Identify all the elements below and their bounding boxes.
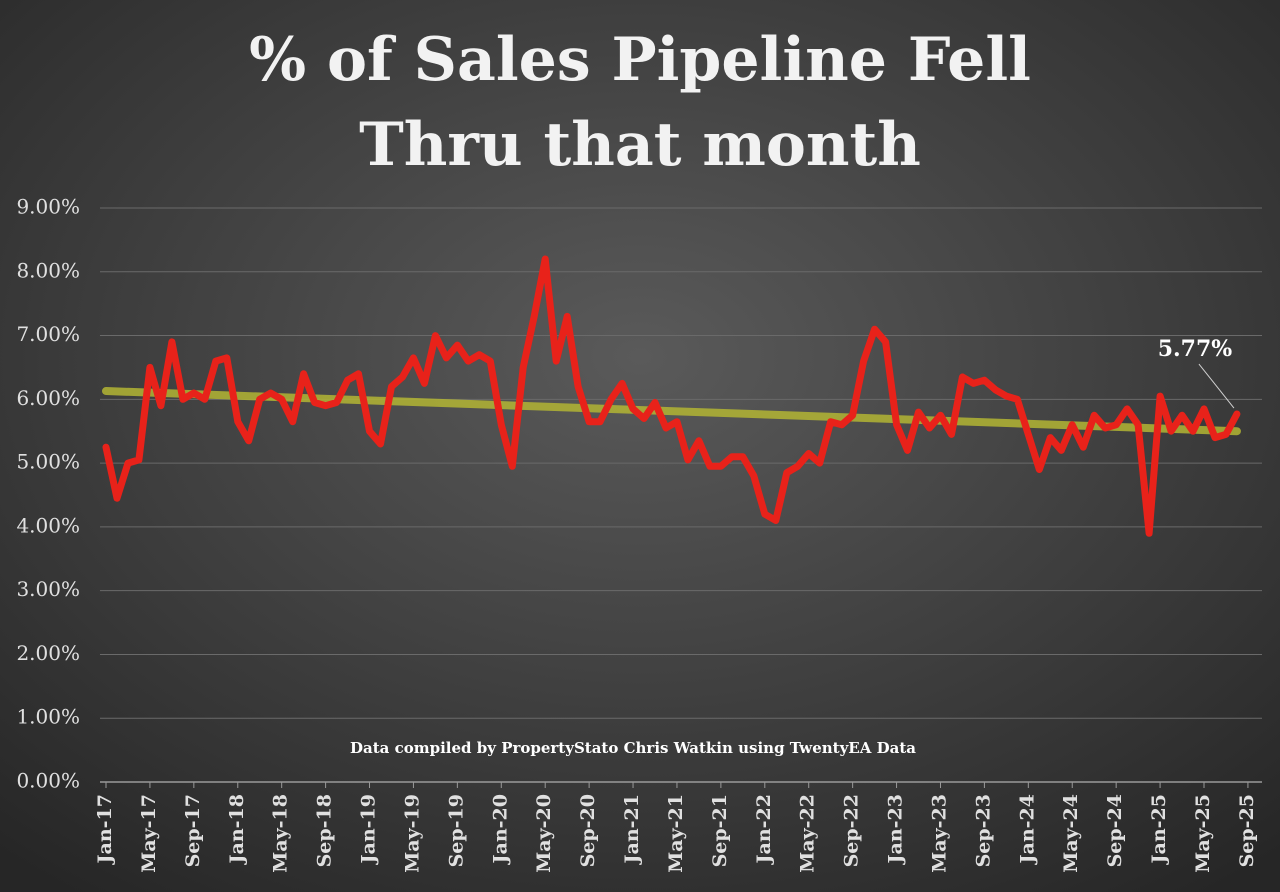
x-tick-label: Sep-19 — [445, 794, 467, 867]
y-tick-label: 0.00% — [16, 769, 80, 793]
y-tick-label: 8.00% — [16, 258, 80, 282]
source-note: Data compiled by PropertyStato Chris Wat… — [350, 739, 916, 757]
y-tick-label: 3.00% — [16, 577, 80, 601]
y-tick-label: 5.00% — [16, 450, 80, 474]
y-tick-label: 4.00% — [16, 513, 80, 537]
x-tick-label: Sep-23 — [972, 794, 994, 867]
x-tick-label: Sep-22 — [841, 794, 863, 867]
x-tick-label: Jan-25 — [1148, 794, 1170, 865]
x-tick-label: May-17 — [138, 794, 160, 873]
data-line — [102, 255, 1241, 537]
x-tick-label: May-18 — [270, 794, 292, 873]
x-tick-label: Sep-21 — [709, 794, 731, 867]
x-tick-label: Jan-24 — [1016, 794, 1038, 865]
y-tick-label: 1.00% — [16, 705, 80, 729]
x-tick-label: Sep-25 — [1236, 794, 1258, 867]
annotation: 5.77% — [1158, 336, 1233, 362]
x-tick-label: May-21 — [665, 794, 687, 873]
x-tick-label: May-19 — [401, 794, 423, 873]
x-tick-label: May-24 — [1060, 794, 1082, 873]
y-tick-label: 6.00% — [16, 386, 80, 410]
x-tick-label: Jan-21 — [621, 794, 643, 865]
chart-title: % of Sales Pipeline Fell — [249, 25, 1031, 95]
x-tick-label: Sep-24 — [1104, 794, 1126, 867]
x-tick-label: Sep-17 — [182, 794, 204, 867]
x-tick-label: Jan-18 — [226, 794, 248, 865]
x-tick-label: May-20 — [533, 794, 555, 873]
x-tick-label: Jan-20 — [489, 794, 511, 865]
y-tick-label: 7.00% — [16, 322, 80, 346]
x-tick-label: May-23 — [928, 794, 950, 873]
x-tick-label: Sep-20 — [577, 794, 599, 867]
x-tick-label: May-25 — [1192, 794, 1214, 873]
x-tick-label: May-22 — [797, 794, 819, 873]
x-tick-label: Jan-19 — [358, 794, 380, 865]
y-tick-label: 9.00% — [16, 195, 80, 219]
x-tick-label: Jan-22 — [753, 794, 775, 865]
x-tick-label: Sep-18 — [314, 794, 336, 867]
trendline — [102, 387, 1241, 436]
x-tick-label: Jan-17 — [94, 794, 116, 865]
annotation-leader — [1198, 363, 1235, 409]
x-tick-label: Jan-23 — [885, 794, 907, 865]
y-tick-label: 2.00% — [16, 641, 80, 665]
chart-title: Thru that month — [359, 110, 921, 180]
